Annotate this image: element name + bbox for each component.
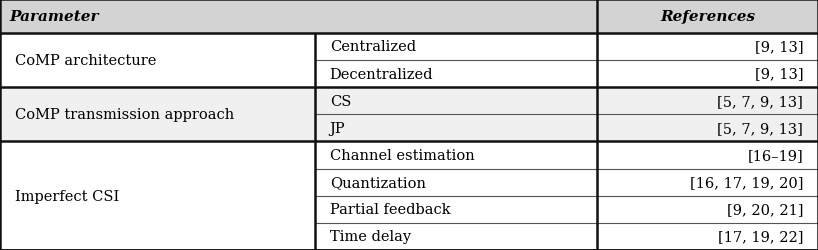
Text: Centralized: Centralized (330, 40, 416, 54)
Text: CoMP architecture: CoMP architecture (15, 54, 156, 68)
Text: References: References (660, 10, 755, 24)
Text: Parameter: Parameter (10, 10, 99, 24)
Text: Decentralized: Decentralized (330, 67, 434, 81)
Text: [17, 19, 22]: [17, 19, 22] (717, 230, 803, 243)
Text: Time delay: Time delay (330, 230, 411, 243)
Text: CS: CS (330, 94, 351, 108)
Text: [9, 13]: [9, 13] (755, 40, 803, 54)
Text: Quantization: Quantization (330, 176, 425, 190)
Text: [9, 20, 21]: [9, 20, 21] (726, 202, 803, 216)
Text: [16–19]: [16–19] (748, 148, 803, 162)
Text: [16, 17, 19, 20]: [16, 17, 19, 20] (690, 176, 803, 190)
Text: Channel estimation: Channel estimation (330, 148, 474, 162)
Text: [5, 7, 9, 13]: [5, 7, 9, 13] (717, 122, 803, 135)
Bar (0, 0, 818, 34)
Bar (0, 88, 818, 142)
Bar (0, 34, 818, 88)
Text: CoMP transmission approach: CoMP transmission approach (15, 108, 234, 122)
Text: Partial feedback: Partial feedback (330, 202, 450, 216)
Text: Imperfect CSI: Imperfect CSI (15, 189, 119, 203)
Text: [5, 7, 9, 13]: [5, 7, 9, 13] (717, 94, 803, 108)
Text: JP: JP (330, 122, 345, 135)
Text: [9, 13]: [9, 13] (755, 67, 803, 81)
Bar (0, 142, 818, 250)
